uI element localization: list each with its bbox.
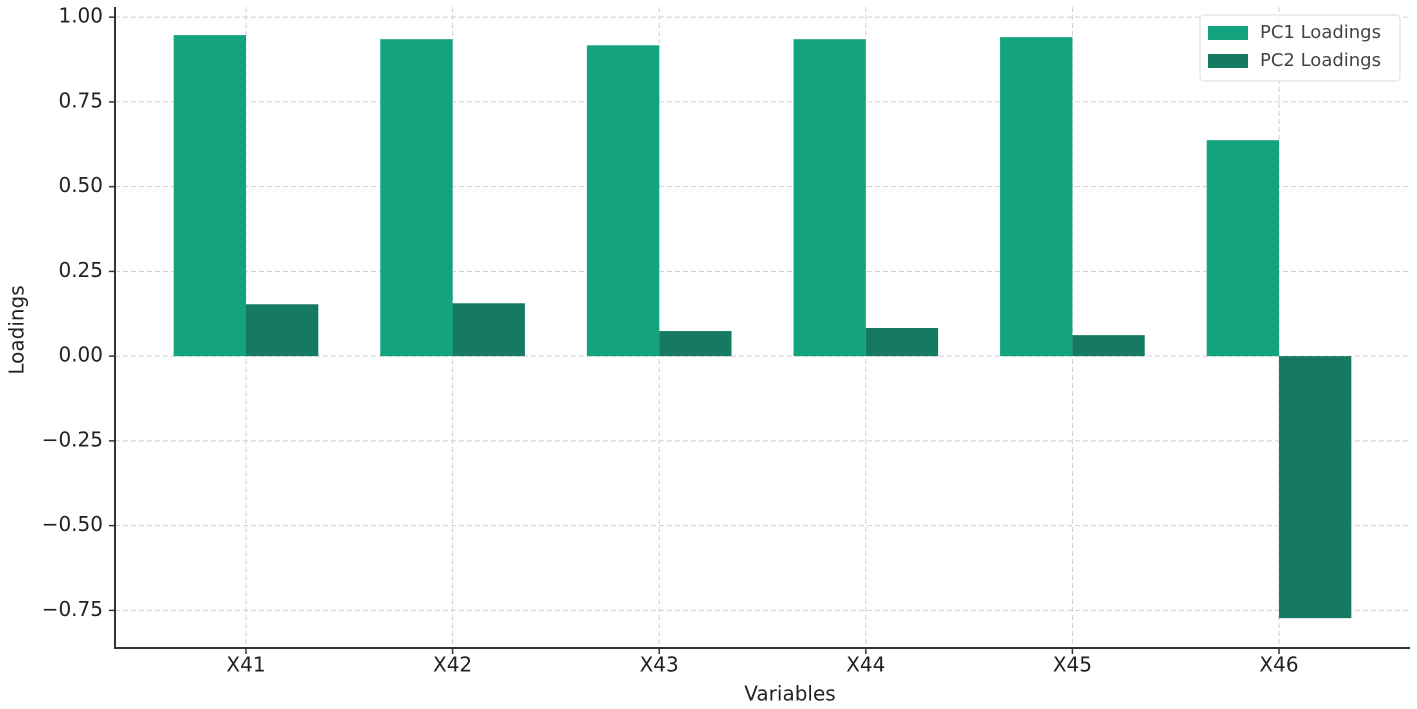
y-tick-label: −0.75 (42, 597, 103, 621)
bar (1000, 37, 1073, 357)
x-axis-label: Variables (744, 682, 835, 706)
x-tick-label: X41 (226, 653, 265, 677)
bar (245, 304, 319, 357)
bar (586, 45, 660, 357)
x-tick-label: X45 (1053, 653, 1092, 677)
bar (452, 303, 525, 357)
y-tick-label: −0.50 (42, 512, 103, 536)
bar (865, 328, 939, 357)
y-tick-label: −0.25 (42, 427, 103, 451)
x-tick-label: X43 (640, 653, 679, 677)
legend-box (1199, 14, 1401, 82)
legend-swatch (1208, 26, 1248, 40)
y-tick-label: 0.50 (58, 173, 103, 197)
legend-label: PC1 Loadings (1260, 22, 1381, 43)
bar (173, 35, 246, 357)
legend-label: PC2 Loadings (1260, 50, 1381, 71)
bar (793, 39, 866, 357)
y-tick-label: 0.00 (58, 343, 103, 367)
legend: PC1 Loadings PC2 Loadings (1199, 14, 1401, 82)
x-tick-label: X42 (433, 653, 472, 677)
x-tick-label: X46 (1259, 653, 1298, 677)
bar (1072, 335, 1145, 357)
bar (1279, 356, 1352, 619)
y-axis-label: Loadings (5, 285, 29, 374)
bar (1206, 140, 1280, 357)
bar (380, 39, 453, 357)
x-tick-label: X44 (846, 653, 885, 677)
y-tick-label: 0.75 (58, 88, 103, 112)
legend-swatch (1208, 54, 1248, 68)
y-tick-label: 1.00 (58, 4, 103, 28)
bar (659, 331, 732, 357)
y-tick-label: 0.25 (58, 258, 103, 282)
